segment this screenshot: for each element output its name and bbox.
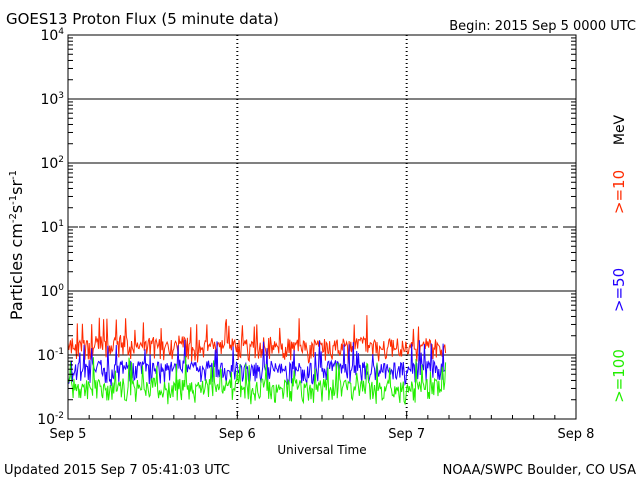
begin-time: Begin: 2015 Sep 5 0000 UTC	[449, 19, 636, 34]
legend: MeV >=10 >=50 >=100	[610, 114, 628, 402]
y-tick-label-0: 10-2	[37, 411, 64, 428]
series-line-100	[67, 356, 447, 406]
legend-entry-10: >=10	[610, 170, 628, 214]
updated-time: Updated 2015 Sep 7 05:41:03 UTC	[4, 463, 230, 478]
y-axis-label: Particles cm-2s-1sr-1	[7, 170, 26, 320]
x-tick-label-0: Sep 5	[50, 427, 87, 442]
credit: NOAA/SWPC Boulder, CO USA	[443, 463, 636, 478]
x-axis: Sep 5 Sep 6 Sep 7 Sep 8	[50, 411, 595, 442]
y-tick-label-4: 102	[40, 155, 64, 172]
chart-title: GOES13 Proton Flux (5 minute data)	[6, 10, 279, 28]
y-axis: 10-2 10-1 100 101 102 103 104	[37, 27, 576, 428]
y-tick-label-2: 100	[40, 283, 64, 300]
x-tick-label-2: Sep 7	[388, 427, 425, 442]
legend-unit: MeV	[612, 114, 628, 145]
x-tick-label-1: Sep 6	[219, 427, 256, 442]
y-tick-label-6: 104	[40, 27, 64, 44]
threshold-lines	[68, 98, 576, 356]
x-tick-label-3: Sep 8	[558, 427, 595, 442]
y-tick-label-5: 103	[40, 91, 64, 108]
series-line-10	[67, 315, 447, 364]
x-axis-label: Universal Time	[277, 443, 366, 457]
series-layer	[67, 315, 447, 406]
legend-entry-50: >=50	[610, 268, 628, 312]
day-separators	[236, 35, 408, 419]
legend-entry-100: >=100	[610, 349, 628, 403]
y-tick-label-1: 10-1	[37, 347, 64, 364]
y-tick-label-3: 101	[40, 219, 64, 236]
